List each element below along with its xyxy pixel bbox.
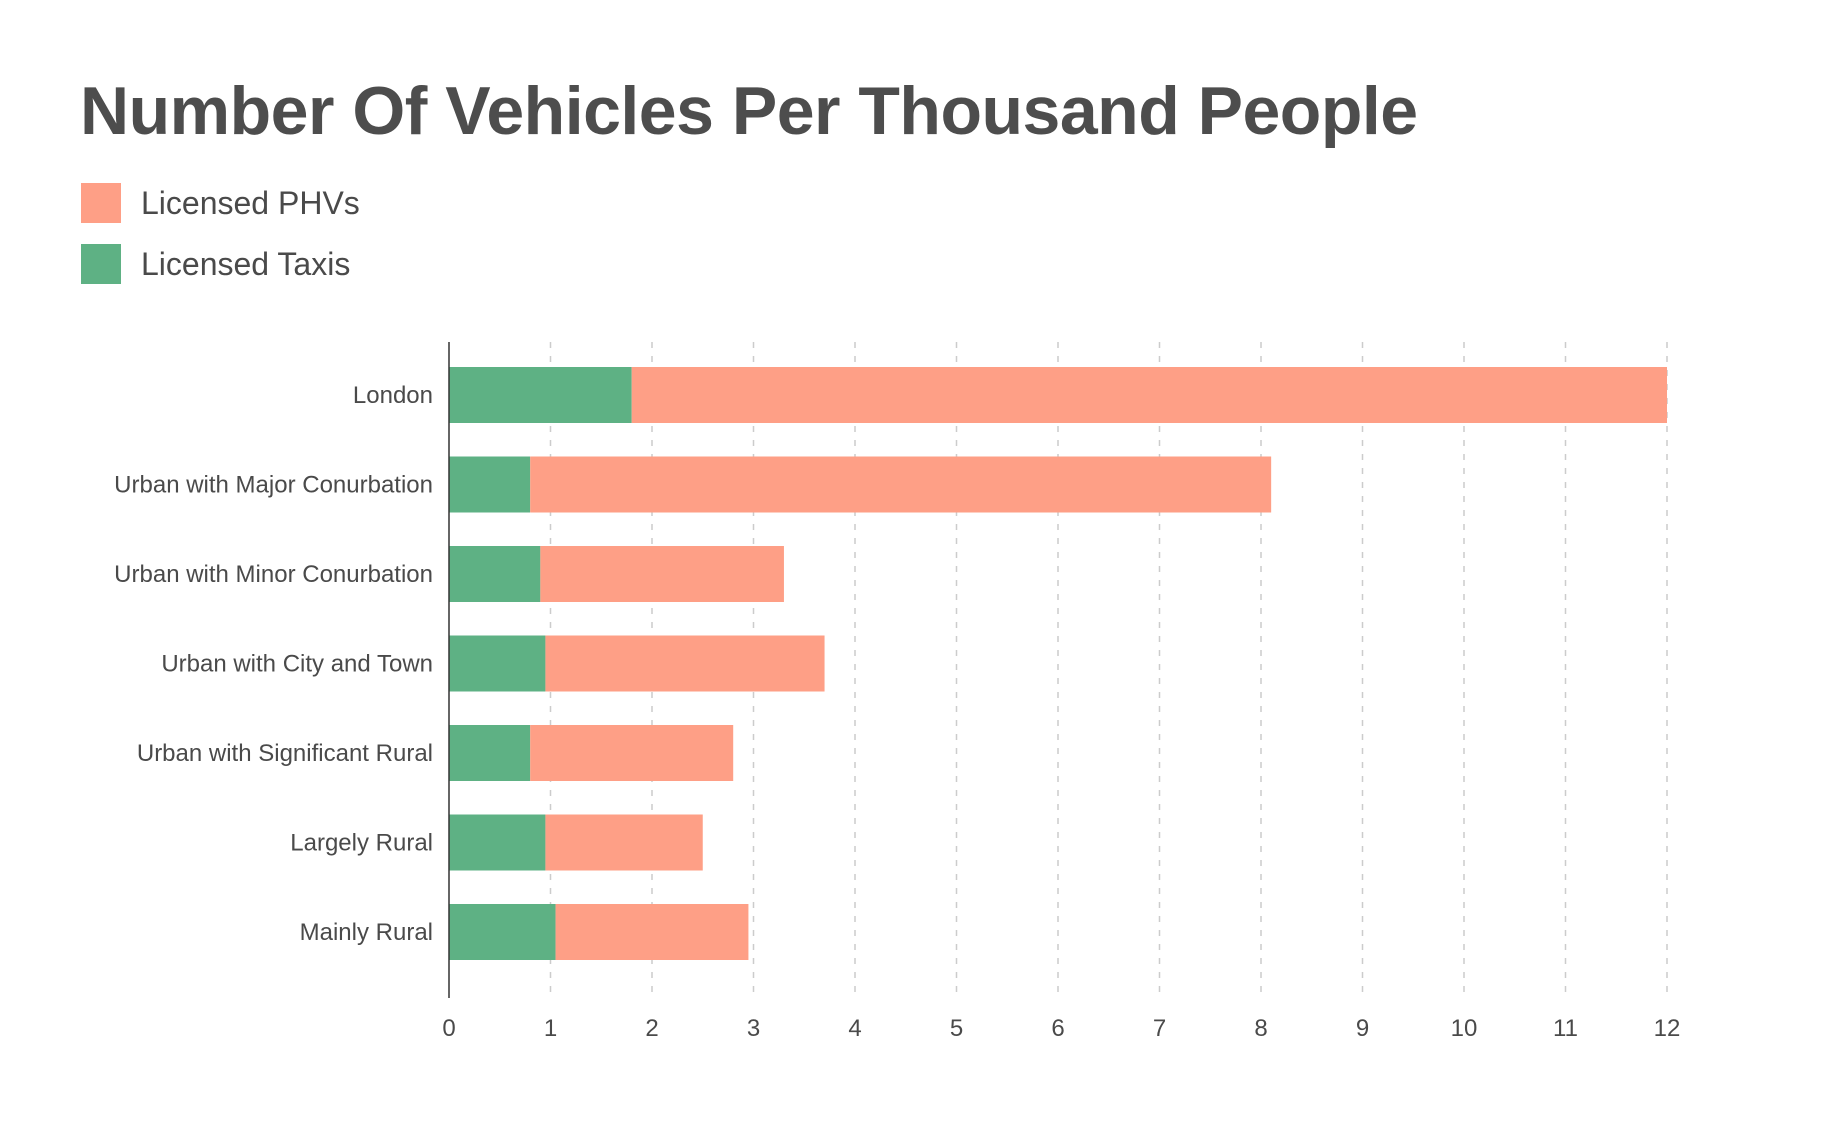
- legend-label-taxis: Licensed Taxis: [141, 245, 351, 282]
- x-tick-label: 10: [1451, 1015, 1478, 1042]
- bar-licensed-phvs: [530, 725, 734, 781]
- bar-licensed-taxis: [449, 546, 541, 602]
- category-label: Urban with City and Town: [161, 651, 433, 678]
- chart-title: Number Of Vehicles Per Thousand People: [80, 73, 1418, 149]
- bar-licensed-phvs: [540, 546, 784, 602]
- bar-licensed-phvs: [545, 814, 703, 871]
- legend-item-phvs: Licensed PHVs: [81, 183, 360, 223]
- x-tick-label: 7: [1153, 1015, 1166, 1042]
- bar-licensed-phvs: [545, 635, 825, 692]
- bar-licensed-taxis: [449, 814, 546, 871]
- x-tick-label: 2: [645, 1015, 658, 1042]
- x-tick-label: 12: [1654, 1015, 1681, 1042]
- category-label: London: [353, 382, 433, 409]
- bar-licensed-phvs: [631, 367, 1668, 423]
- x-tick-label: 0: [442, 1015, 455, 1042]
- legend-item-taxis: Licensed Taxis: [81, 244, 360, 284]
- bar-licensed-phvs: [555, 904, 749, 960]
- category-label: Mainly Rural: [300, 919, 433, 946]
- x-tick-label: 9: [1356, 1015, 1369, 1042]
- bar-licensed-taxis: [449, 904, 556, 960]
- legend: Licensed PHVs Licensed Taxis: [81, 183, 360, 305]
- x-tick-label: 8: [1254, 1015, 1267, 1042]
- legend-label-phvs: Licensed PHVs: [141, 184, 360, 221]
- category-label: Urban with Minor Conurbation: [114, 561, 433, 588]
- category-label: Largely Rural: [290, 830, 433, 857]
- legend-swatch-phvs: [81, 183, 121, 223]
- x-tick-label: 1: [544, 1015, 557, 1042]
- category-label: Urban with Significant Rural: [137, 740, 433, 767]
- bars: [449, 367, 1668, 960]
- x-tick-label: 4: [848, 1015, 861, 1042]
- legend-swatch-taxis: [81, 244, 121, 284]
- bar-licensed-taxis: [449, 456, 531, 513]
- category-labels: London Urban with Major Conurbation Urban …: [114, 382, 433, 946]
- bar-licensed-taxis: [449, 725, 531, 781]
- x-tick-label: 3: [747, 1015, 760, 1042]
- bar-licensed-taxis: [449, 367, 632, 423]
- x-tick-label: 11: [1553, 1015, 1578, 1042]
- x-tick-labels: 0 1 2 3 4 5 6 7 8 9 10 11 12: [442, 1015, 1680, 1042]
- x-tick-label: 5: [950, 1015, 963, 1042]
- x-tick-label: 6: [1051, 1015, 1064, 1042]
- bar-licensed-phvs: [530, 456, 1272, 513]
- category-label: Urban with Major Conurbation: [114, 472, 433, 499]
- bar-licensed-taxis: [449, 635, 546, 692]
